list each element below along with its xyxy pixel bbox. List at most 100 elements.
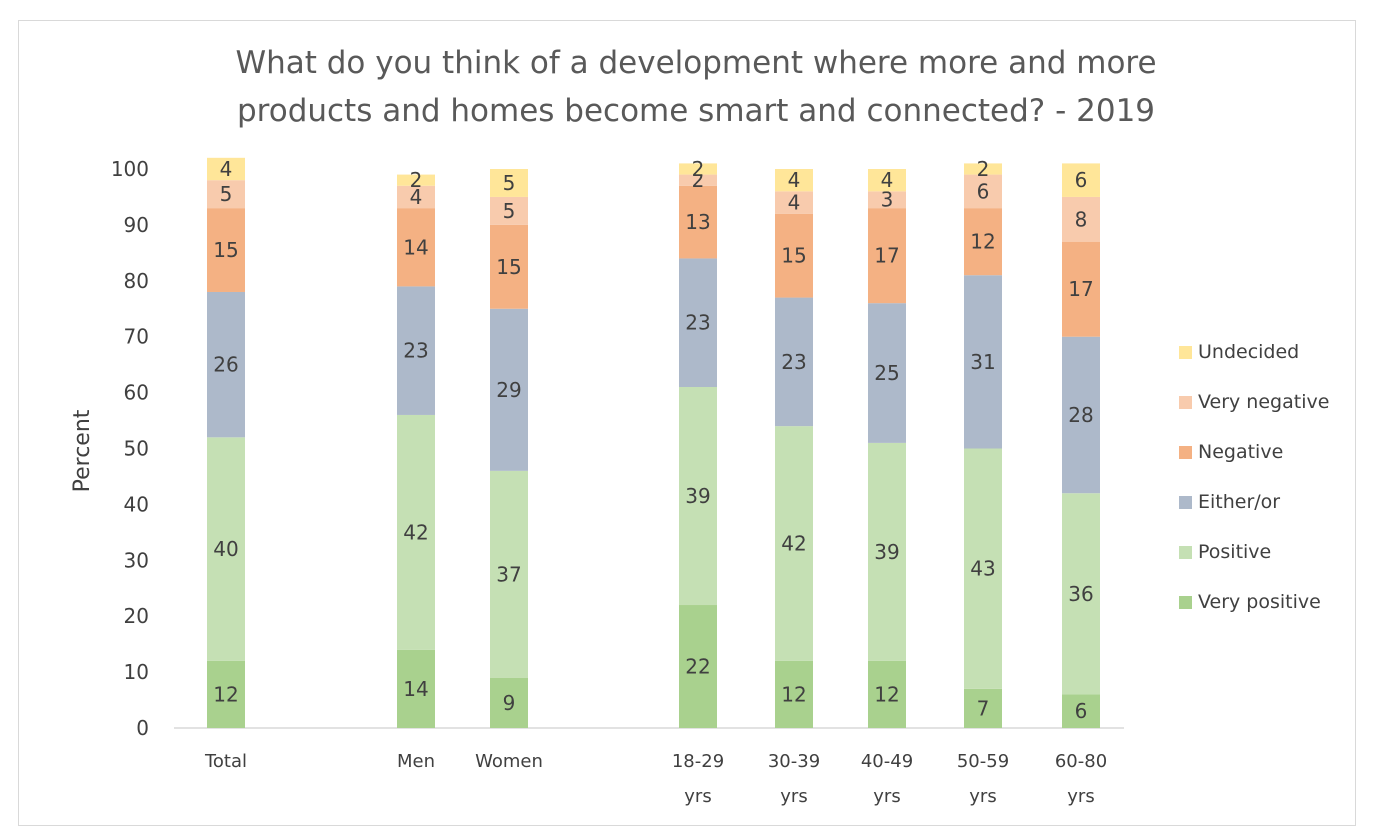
legend-label: Undecided (1198, 341, 1299, 363)
bar-segment (1062, 196, 1100, 242)
x-tick-label: Women (475, 751, 543, 772)
data-label: 42 (403, 520, 428, 544)
data-label: 23 (685, 311, 710, 335)
data-label: 5 (220, 182, 233, 206)
bar-segment (775, 660, 813, 728)
data-label: 37 (496, 562, 521, 586)
legend-label: Very negative (1198, 391, 1329, 413)
data-label: 36 (1068, 582, 1093, 606)
chart-title-line: products and homes become smart and conn… (237, 93, 1155, 129)
chart-frame: What do you think of a development where… (18, 20, 1356, 826)
legend-label: Either/or (1198, 491, 1280, 513)
bar-segment (679, 387, 717, 606)
y-tick-label: 100 (111, 157, 149, 181)
bar-segment (868, 208, 906, 304)
x-tick-label: 60-80 (1055, 751, 1107, 772)
y-tick-label: 0 (136, 716, 149, 740)
data-label: 15 (496, 255, 521, 279)
data-label: 5 (503, 199, 516, 223)
bar-segment (679, 258, 717, 388)
bar-segment (775, 191, 813, 214)
data-label: 6 (1075, 699, 1088, 723)
data-label: 22 (685, 655, 710, 679)
data-label: 6 (977, 179, 990, 203)
y-axis: 0 10 20 30 40 50 60 70 80 90 100 (111, 157, 149, 740)
x-tick-label: 40-49 (861, 751, 913, 772)
data-label: 39 (874, 540, 899, 564)
bar-segment (1062, 694, 1100, 728)
bar-segment (397, 286, 435, 415)
legend-label: Negative (1198, 441, 1283, 463)
bar-segment (775, 213, 813, 298)
data-label: 2 (410, 168, 423, 192)
bar-segment (1062, 163, 1100, 197)
bars: 1240261554144223144293729155522392313221… (207, 157, 1100, 728)
data-label: 5 (503, 171, 516, 195)
bar-segment (207, 208, 245, 292)
legend-swatch (1179, 546, 1192, 559)
data-label: 2 (977, 157, 990, 181)
x-tick-label: 30-39 (768, 751, 820, 772)
data-label: 40 (213, 537, 238, 561)
data-label: 26 (213, 353, 238, 377)
data-label: 7 (977, 696, 990, 720)
data-label: 14 (403, 677, 428, 701)
data-label: 31 (970, 350, 995, 374)
x-tick-label: yrs (969, 786, 996, 807)
y-tick-label: 30 (124, 548, 149, 572)
data-label: 9 (503, 691, 516, 715)
data-label: 2 (692, 157, 705, 181)
x-axis: Total Men Women 18-29 yrs 30-39 yrs 40-49 yrs 50-… (204, 751, 1107, 807)
data-label: 3 (881, 188, 894, 212)
bar-segment (868, 169, 906, 192)
bar-segment (679, 605, 717, 728)
data-label: 15 (213, 238, 238, 262)
bar-segment (397, 649, 435, 728)
legend-swatch (1179, 596, 1192, 609)
chart-title: What do you think of a development where… (235, 45, 1156, 129)
bar-segment (1062, 493, 1100, 695)
y-tick-label: 40 (124, 492, 149, 516)
bar-segment (490, 308, 528, 471)
x-tick-label: yrs (1067, 786, 1094, 807)
data-label: 4 (788, 168, 801, 192)
bar-segment (207, 180, 245, 209)
data-label: 23 (403, 339, 428, 363)
bar-segment (964, 174, 1002, 209)
bar-segment (397, 174, 435, 186)
data-label: 4 (881, 168, 894, 192)
bar-segment (679, 174, 717, 186)
data-label: 43 (970, 557, 995, 581)
data-label: 23 (781, 350, 806, 374)
legend-swatch (1179, 396, 1192, 409)
bar-segment (868, 660, 906, 728)
bar-segment (679, 163, 717, 175)
legend-swatch (1179, 496, 1192, 509)
bar-segment (397, 208, 435, 287)
bar-segment (964, 163, 1002, 175)
bar-segment (964, 688, 1002, 728)
data-label: 15 (781, 244, 806, 268)
data-label: 12 (213, 682, 238, 706)
legend-swatch (1179, 346, 1192, 359)
bar-segment (207, 291, 245, 438)
legend-label: Positive (1198, 541, 1271, 563)
data-label: 13 (685, 210, 710, 234)
data-label: 12 (970, 230, 995, 254)
y-tick-label: 80 (124, 269, 149, 293)
data-label: 39 (685, 484, 710, 508)
data-label: 28 (1068, 403, 1093, 427)
data-label: 6 (1075, 168, 1088, 192)
x-tick-label: yrs (780, 786, 807, 807)
legend: Undecided Very negative Negative Either/or P… (1179, 341, 1329, 613)
data-label: 17 (1068, 277, 1093, 301)
data-label: 4 (410, 185, 423, 209)
data-label: 12 (781, 682, 806, 706)
y-tick-label: 90 (124, 213, 149, 237)
data-label: 12 (874, 682, 899, 706)
bar-segment (490, 196, 528, 225)
x-tick-label: Men (397, 751, 435, 772)
bar-segment (775, 426, 813, 661)
data-label: 29 (496, 378, 521, 402)
bar-segment (397, 414, 435, 650)
